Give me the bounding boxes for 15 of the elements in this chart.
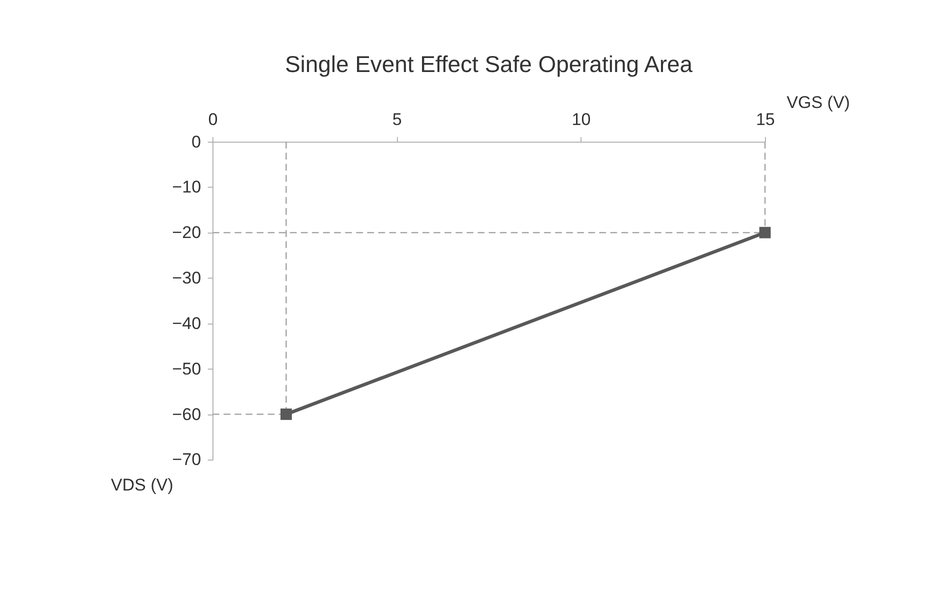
y-tick-label: 0 [192, 132, 202, 152]
x-axis-title: VGS (V) [786, 93, 850, 112]
x-tick-label: 5 [392, 110, 402, 130]
y-tick-label: −50 [172, 359, 202, 378]
y-tick-label: −30 [172, 268, 202, 288]
y-tick-label: −20 [172, 223, 202, 242]
y-tick-label: −70 [172, 450, 202, 470]
x-tick-label: 15 [756, 110, 775, 130]
chart-title: Single Event Effect Safe Operating Area [284, 51, 693, 78]
y-tick-label: −10 [172, 178, 202, 197]
y-axis-title: VDS (V) [110, 476, 174, 495]
x-tick-label: 0 [208, 110, 218, 130]
x-tick-label: 10 [572, 110, 591, 130]
y-tick-label: −40 [172, 314, 202, 333]
y-tick-label: −60 [172, 404, 202, 424]
